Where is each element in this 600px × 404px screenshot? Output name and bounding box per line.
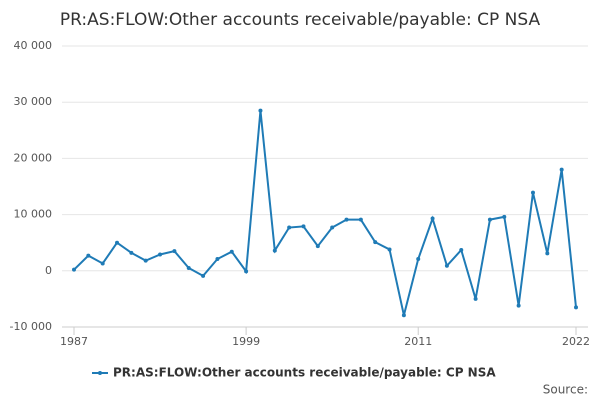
point [387, 247, 392, 252]
x-tick-label: 1999 [232, 335, 260, 348]
y-tick-label: 0 [45, 264, 52, 277]
chart-title: PR:AS:FLOW:Other accounts receivable/pay… [60, 10, 541, 30]
point [545, 251, 550, 256]
y-tick-label: 30 000 [14, 95, 53, 108]
legend-marker [98, 371, 102, 375]
point [416, 256, 421, 261]
point [459, 248, 464, 253]
point [258, 108, 263, 113]
point [143, 258, 148, 263]
point [287, 225, 292, 230]
y-tick-label: -10 000 [10, 320, 52, 333]
point [201, 273, 206, 278]
y-tick-label: 20 000 [14, 151, 53, 164]
y-tick-label: 40 000 [14, 39, 53, 52]
x-tick-label: 2022 [562, 335, 590, 348]
point [315, 244, 320, 249]
point [100, 261, 105, 266]
point [358, 217, 363, 222]
point [559, 167, 564, 172]
point [272, 248, 277, 253]
point [115, 240, 120, 245]
point [186, 265, 191, 270]
point [330, 225, 335, 230]
point [229, 249, 234, 254]
point [344, 217, 349, 222]
point [158, 252, 163, 257]
point [487, 217, 492, 222]
point [215, 256, 220, 261]
point [530, 190, 535, 195]
point [373, 240, 378, 245]
point [516, 303, 521, 308]
point [244, 269, 249, 274]
point [129, 250, 134, 255]
legend-label: PR:AS:FLOW:Other accounts receivable/pay… [113, 366, 496, 380]
point [502, 214, 507, 219]
point [401, 313, 406, 318]
y-tick-label: 10 000 [14, 208, 53, 221]
point [172, 249, 177, 254]
x-tick-label: 1987 [60, 335, 88, 348]
point [430, 216, 435, 221]
x-tick-label: 2011 [404, 335, 432, 348]
point [444, 263, 449, 268]
series-line [73, 110, 577, 316]
point [72, 267, 76, 272]
source: Source: [543, 383, 588, 397]
point [473, 296, 478, 301]
point [574, 305, 578, 310]
point [86, 253, 91, 258]
point [301, 224, 306, 229]
